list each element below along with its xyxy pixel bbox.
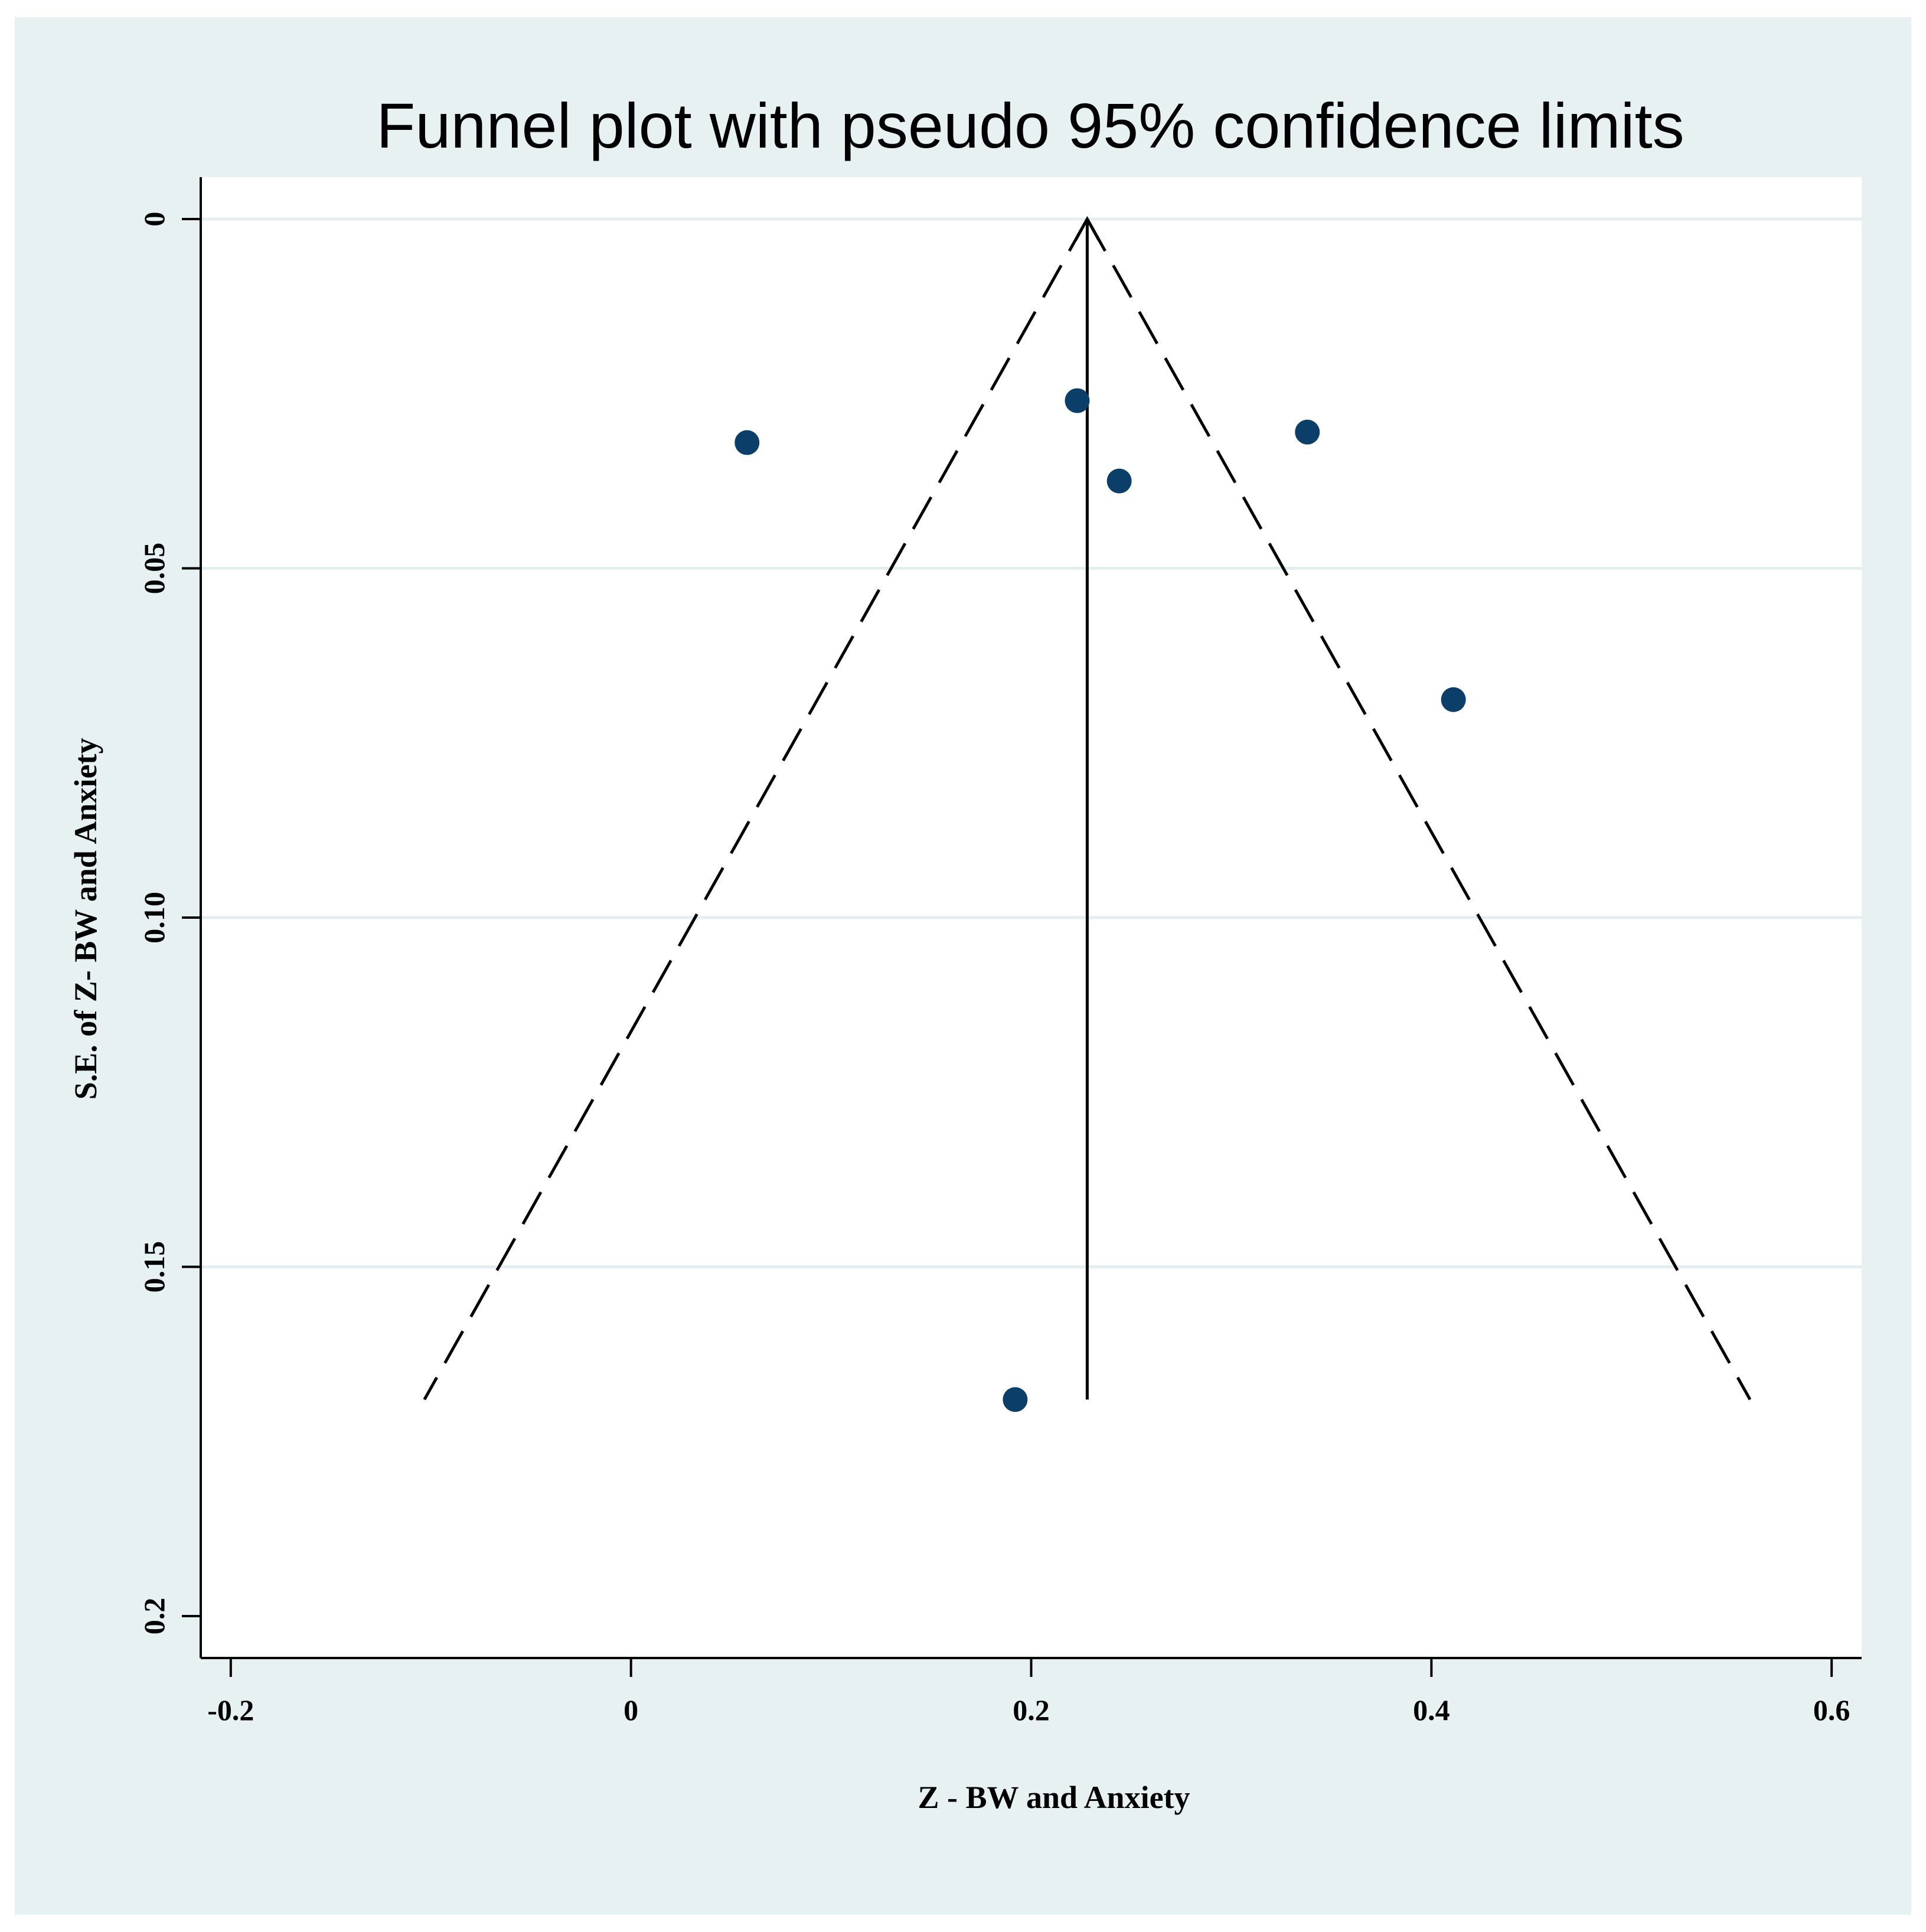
data-point bbox=[1106, 468, 1132, 494]
data-point bbox=[1003, 1387, 1028, 1412]
y-tick-label: 0.10 bbox=[138, 892, 171, 944]
data-point bbox=[1065, 388, 1090, 413]
x-axis-label: Z - BW and Anxiety bbox=[918, 1780, 1190, 1815]
y-tick-label: 0.2 bbox=[138, 1598, 171, 1635]
y-axis-ticks: 0 0.05 0.10 0.15 0.2 bbox=[138, 211, 201, 1634]
data-point bbox=[1295, 419, 1320, 445]
x-tick-label: 0.2 bbox=[1013, 1693, 1050, 1727]
chart-title: Funnel plot with pseudo 95% confidence l… bbox=[376, 90, 1684, 161]
data-points bbox=[735, 388, 1466, 1412]
y-tick-label: 0 bbox=[138, 211, 171, 226]
y-axis-label: S.E. of Z- BW and Anxiety bbox=[68, 738, 103, 1100]
upper-confidence-limit bbox=[1086, 218, 1752, 1401]
y-tick-label: 0.05 bbox=[138, 543, 171, 595]
x-tick-label: -0.2 bbox=[207, 1693, 254, 1727]
y-tick-label: 0.15 bbox=[138, 1241, 171, 1293]
x-axis-ticks: -0.2 0 0.2 0.4 0.6 bbox=[207, 1658, 1850, 1727]
data-point bbox=[735, 430, 760, 455]
x-tick-label: 0 bbox=[623, 1693, 638, 1727]
funnel-lines bbox=[423, 216, 1752, 1401]
x-tick-label: 0.4 bbox=[1413, 1693, 1450, 1727]
data-point bbox=[1441, 687, 1466, 712]
x-tick-label: 0.6 bbox=[1813, 1693, 1850, 1727]
gridlines bbox=[201, 217, 1862, 1269]
lower-confidence-limit bbox=[423, 218, 1089, 1401]
